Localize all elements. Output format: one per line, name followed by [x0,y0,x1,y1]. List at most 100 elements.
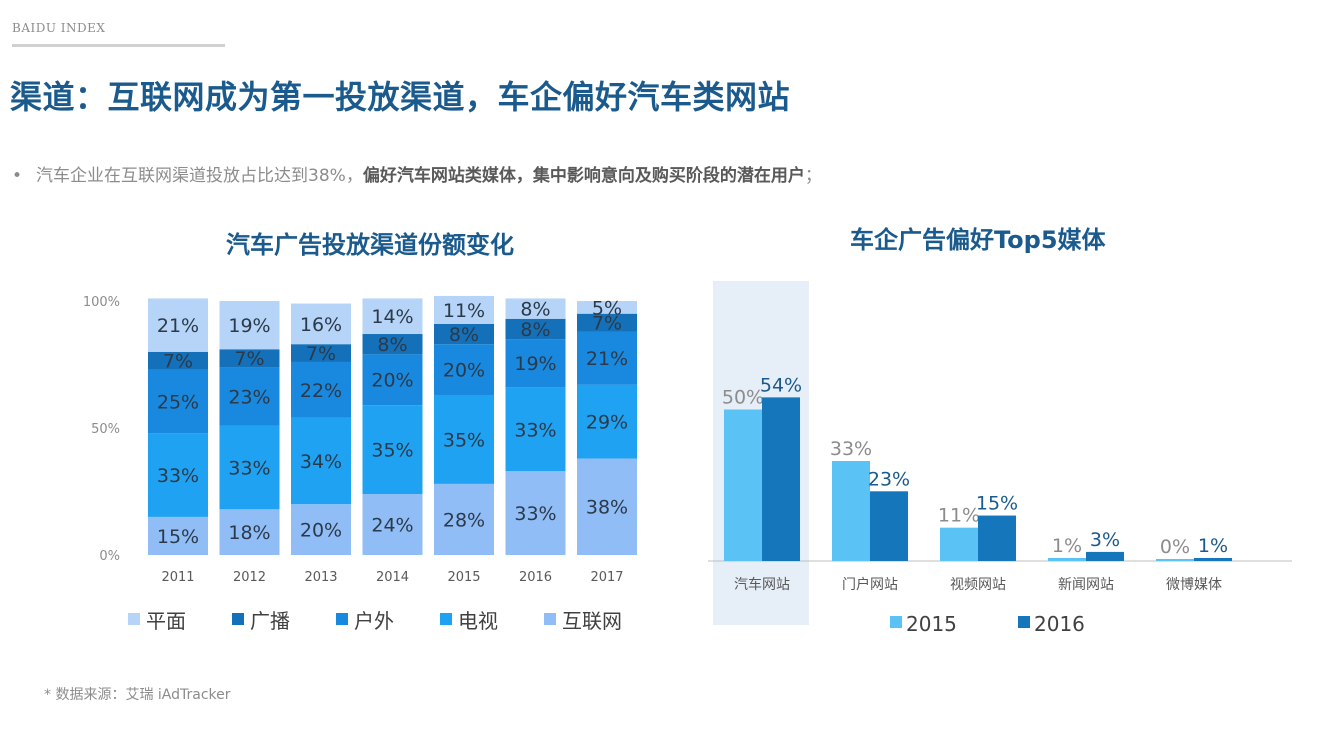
legend-swatch [128,613,140,625]
bullet-marker: • [12,166,23,186]
stacked-bar-segment [362,334,423,355]
stacked-bar-chart: 0% 50% 100% 15% 33% 25% 7% 21% 2011 18% 33% 23% 7% 19… [83,295,637,633]
segment-data-label: 33% [228,457,270,479]
stacked-bar-segment [291,504,351,555]
segment-data-label: 20% [443,360,485,382]
segment-data-label: 33% [157,465,199,487]
legend-swatch [440,613,452,625]
stacked-bar-segment [148,351,208,370]
bar-data-label: 1% [1052,535,1082,557]
segment-data-label: 7% [306,343,336,365]
segment-data-label: 34% [300,451,342,473]
stacked-bar-segment [434,483,494,555]
legend-swatch [336,613,348,625]
grouped-bar [978,515,1016,561]
stacked-bar-segment [505,471,566,555]
x-tick-label: 2014 [376,570,409,585]
segment-data-label: 35% [371,440,413,462]
grouped-bar [724,409,762,561]
segment-data-label: 19% [514,353,556,375]
legend-label: 平面 [146,609,186,633]
x-tick-label: 2017 [590,570,623,585]
segment-data-label: 8% [520,319,550,341]
stacked-bar-segment [434,344,494,395]
segment-data-label: 14% [371,306,413,328]
stacked-bar-segment [577,384,637,459]
segment-data-label: 20% [300,520,342,542]
bar-data-label: 11% [938,505,980,527]
page-title: 渠道：互联网成为第一投放渠道，车企偏好汽车类网站 [10,78,791,116]
legend-label: 电视 [458,609,498,633]
segment-data-label: 19% [228,315,270,337]
segment-data-label: 18% [228,522,270,544]
stacked-bar-segment [362,494,423,555]
segment-data-label: 29% [586,412,628,434]
stacked-bar-segment [577,331,637,385]
bar-data-label: 3% [1090,529,1120,551]
stacked-bar-segment [362,354,423,406]
legend-swatch [232,613,244,625]
grouped-bar [1194,557,1232,561]
segment-data-label: 8% [377,334,407,356]
segment-data-label: 35% [443,429,485,451]
stacked-bar-segment [148,369,208,434]
data-source-note: * 数据来源：艾瑞 iAdTracker [44,687,231,703]
segment-data-label: 7% [163,351,193,373]
stacked-bar-segment [291,303,351,345]
legend-label: 广播 [250,609,290,633]
segment-data-label: 20% [371,370,413,392]
segment-data-label: 8% [449,324,479,346]
y-tick-label: 0% [99,549,120,564]
y-tick-label: 100% [83,295,120,310]
stacked-bar-segment [434,295,494,324]
legend-label: 2016 [1034,612,1085,636]
stacked-bar-segment [219,367,280,426]
segment-data-label: 11% [443,300,485,322]
category-label: 微博媒体 [1166,576,1222,593]
stacked-bar-segment [291,344,351,362]
grouped-bar [1156,559,1194,561]
bar-data-label: 50% [722,387,764,409]
segment-data-label: 23% [228,386,270,408]
stacked-bar-segment [291,417,351,505]
stacked-bar-segment [219,509,280,555]
summary-bullet: • 汽车企业在互联网渠道投放占比达到38%，偏好汽车网站类媒体，集中影响意向及购买… [12,161,822,186]
bullet-text-bold: 偏好汽车网站类媒体，集中影响意向及购买阶段的潜在用户 [362,166,805,186]
stacked-bar-segment [148,433,208,517]
segment-data-label: 7% [234,348,264,370]
segment-data-label: 21% [586,348,628,370]
stacked-bar-segment [434,323,494,345]
grouped-bar [870,491,908,561]
bullet-text-end: ； [804,166,822,186]
stacked-bar-segment [577,301,637,314]
segment-data-label: 28% [443,509,485,531]
grouped-bar [832,461,870,561]
segment-data-label: 25% [157,391,199,413]
grouped-bar [940,527,978,561]
stacked-bar-segment [219,301,280,350]
category-label: 新闻网站 [1058,577,1114,593]
segment-data-label: 15% [157,526,199,548]
stacked-bar-segment [291,361,351,418]
category-label: 视频网站 [950,577,1006,593]
segment-data-label: 38% [586,497,628,519]
bar-data-label: 1% [1198,535,1228,557]
bar-data-label: 0% [1160,536,1190,558]
segment-data-label: 16% [300,314,342,336]
left-chart-title: 汽车广告投放渠道份额变化 [226,231,514,259]
stacked-bar-segment [219,349,280,368]
x-tick-label: 2013 [304,570,337,585]
grouped-bar [1048,557,1086,561]
legend-swatch [544,613,556,625]
x-tick-label: 2011 [161,570,194,585]
y-tick-label: 50% [91,422,120,437]
x-tick-label: 2012 [233,570,266,585]
segment-data-label: 33% [514,503,556,525]
legend-label: 2015 [906,612,957,636]
stacked-bar-segment [148,516,208,555]
stacked-bar-segment [505,298,566,319]
stacked-bar-segment [362,405,423,495]
x-tick-label: 2016 [519,570,552,585]
legend-swatch [890,616,902,628]
stacked-bar-segment [577,458,637,555]
